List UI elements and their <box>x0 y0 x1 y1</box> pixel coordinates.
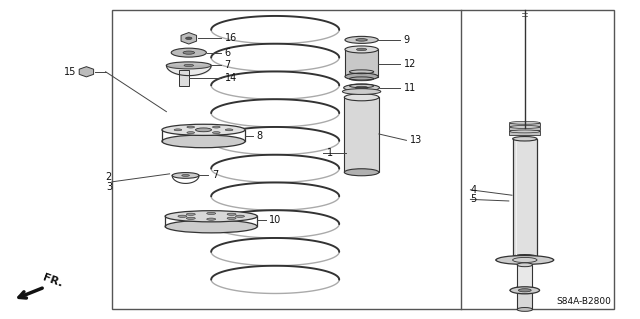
Text: 2: 2 <box>106 172 112 182</box>
Bar <box>509 131 540 135</box>
Text: 8: 8 <box>257 130 263 141</box>
Ellipse shape <box>509 122 540 124</box>
Text: 5: 5 <box>470 194 477 204</box>
Bar <box>112 10 614 309</box>
Ellipse shape <box>513 257 537 263</box>
Text: 11: 11 <box>404 83 416 93</box>
Ellipse shape <box>344 94 379 101</box>
Bar <box>517 293 532 309</box>
Ellipse shape <box>510 287 540 294</box>
Ellipse shape <box>342 89 381 94</box>
Ellipse shape <box>186 213 195 215</box>
Ellipse shape <box>496 256 554 264</box>
Text: 1: 1 <box>327 148 333 158</box>
Ellipse shape <box>165 220 257 233</box>
Ellipse shape <box>227 213 236 215</box>
Bar <box>513 139 537 257</box>
Ellipse shape <box>517 308 532 311</box>
Text: 15: 15 <box>64 67 76 77</box>
Polygon shape <box>79 67 93 77</box>
Bar <box>345 49 378 77</box>
Ellipse shape <box>345 73 378 80</box>
Ellipse shape <box>345 46 378 53</box>
Ellipse shape <box>166 62 211 69</box>
Text: 14: 14 <box>225 73 237 83</box>
Ellipse shape <box>227 217 236 219</box>
Bar <box>517 265 532 287</box>
Ellipse shape <box>513 137 537 141</box>
Ellipse shape <box>355 86 368 89</box>
Ellipse shape <box>517 263 532 267</box>
Ellipse shape <box>183 51 195 54</box>
Ellipse shape <box>212 132 220 134</box>
Ellipse shape <box>212 126 220 128</box>
Ellipse shape <box>162 124 245 136</box>
Polygon shape <box>181 33 196 44</box>
Ellipse shape <box>186 37 192 40</box>
Text: 7: 7 <box>225 60 231 70</box>
Text: 6: 6 <box>225 48 231 58</box>
Ellipse shape <box>509 130 540 133</box>
Text: 7: 7 <box>212 170 218 181</box>
Ellipse shape <box>345 36 378 43</box>
Ellipse shape <box>187 132 195 134</box>
Text: 3: 3 <box>106 182 112 192</box>
Ellipse shape <box>172 48 206 57</box>
Text: 4: 4 <box>470 185 477 195</box>
Bar <box>509 123 540 126</box>
Ellipse shape <box>165 211 257 222</box>
Text: 12: 12 <box>404 59 416 69</box>
Text: 13: 13 <box>410 135 422 145</box>
Bar <box>344 97 379 172</box>
Text: FR.: FR. <box>42 272 64 289</box>
Ellipse shape <box>207 212 216 215</box>
Text: 10: 10 <box>269 215 282 225</box>
Ellipse shape <box>344 169 379 176</box>
Ellipse shape <box>518 289 531 292</box>
Ellipse shape <box>196 128 211 132</box>
Ellipse shape <box>207 218 216 220</box>
Ellipse shape <box>178 215 187 218</box>
Ellipse shape <box>186 217 195 219</box>
Text: 9: 9 <box>404 35 410 45</box>
Bar <box>509 127 540 130</box>
Ellipse shape <box>182 174 189 176</box>
Ellipse shape <box>172 173 199 178</box>
Text: S84A-B2800: S84A-B2800 <box>556 297 611 306</box>
Bar <box>179 70 189 86</box>
Ellipse shape <box>513 255 537 259</box>
Ellipse shape <box>225 129 233 131</box>
Ellipse shape <box>236 215 244 218</box>
Text: 16: 16 <box>225 33 237 43</box>
Ellipse shape <box>356 39 367 41</box>
Ellipse shape <box>162 135 245 148</box>
Ellipse shape <box>184 64 193 67</box>
Ellipse shape <box>509 126 540 129</box>
Ellipse shape <box>344 84 380 91</box>
Ellipse shape <box>174 129 182 131</box>
Ellipse shape <box>187 126 195 128</box>
Ellipse shape <box>356 48 367 51</box>
